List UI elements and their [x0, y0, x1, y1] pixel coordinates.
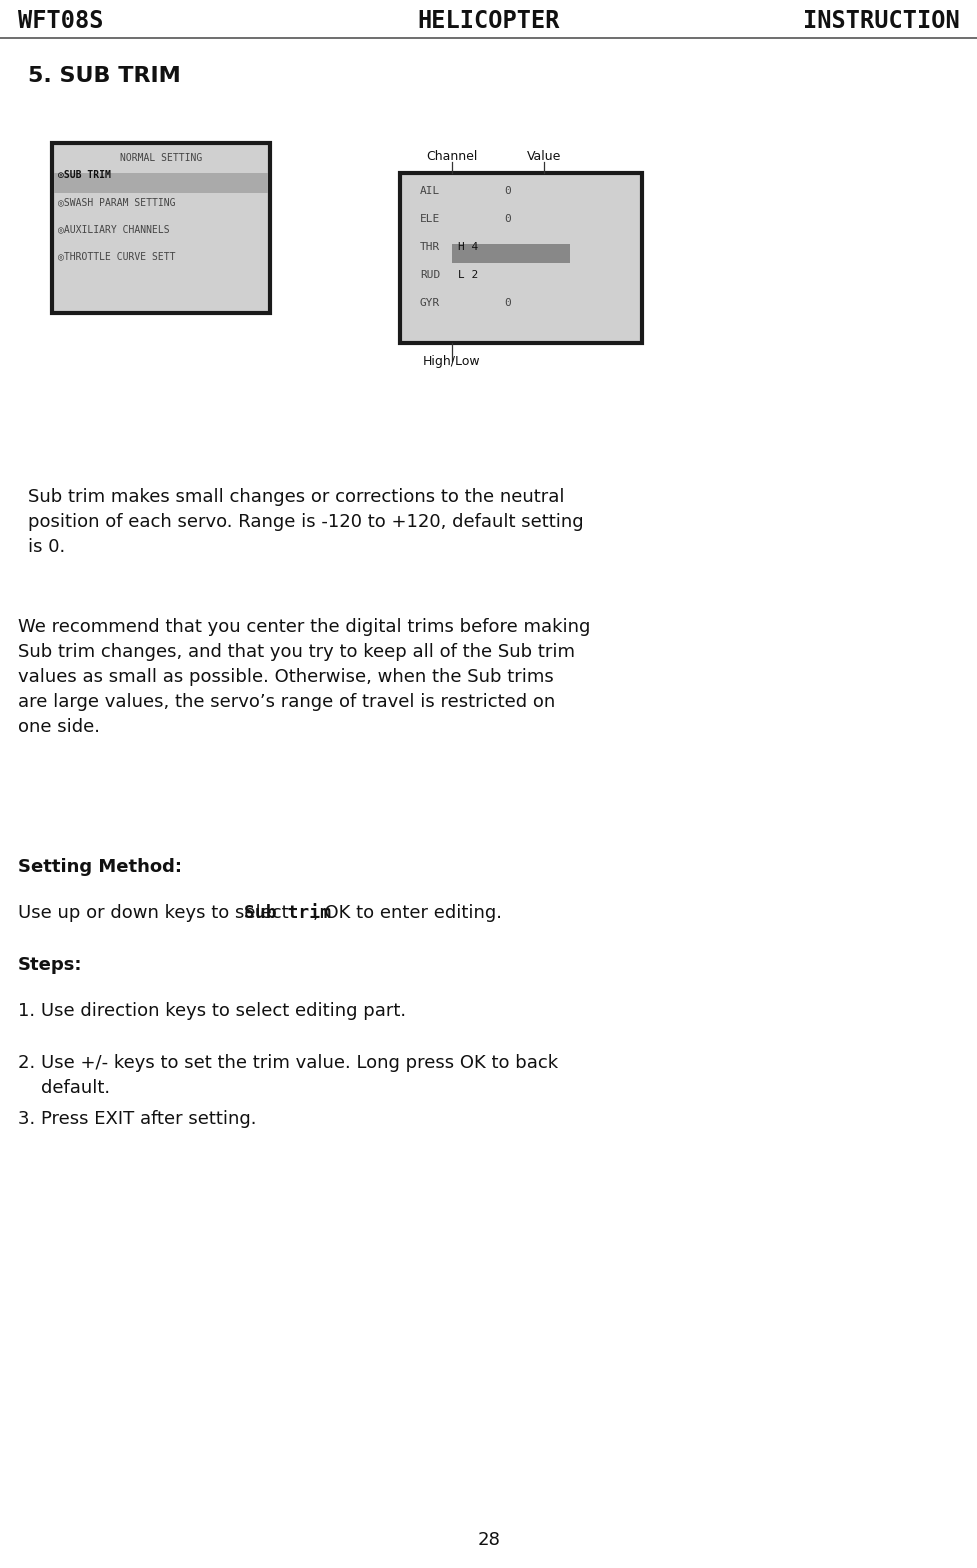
Text: We recommend that you center the digital trims before making
Sub trim changes, a: We recommend that you center the digital… [18, 618, 590, 735]
FancyBboxPatch shape [52, 143, 270, 314]
Text: Sub trim makes small changes or corrections to the neutral
position of each serv: Sub trim makes small changes or correcti… [28, 488, 583, 557]
Text: 0: 0 [503, 213, 510, 224]
Text: Value: Value [527, 151, 561, 163]
Text: Sub trim: Sub trim [244, 905, 331, 922]
FancyBboxPatch shape [451, 245, 570, 263]
Text: Steps:: Steps: [18, 956, 82, 974]
Text: ◎AUXILIARY CHANNELS: ◎AUXILIARY CHANNELS [58, 224, 169, 234]
Text: 0: 0 [503, 298, 510, 307]
Text: H 4: H 4 [457, 241, 478, 252]
Text: , OK to enter editing.: , OK to enter editing. [313, 905, 502, 922]
Text: 5. SUB TRIM: 5. SUB TRIM [28, 66, 181, 86]
Text: 2. Use +/- keys to set the trim value. Long press OK to back
    default.: 2. Use +/- keys to set the trim value. L… [18, 1054, 558, 1098]
Text: HELICOPTER: HELICOPTER [417, 9, 560, 33]
Text: Setting Method:: Setting Method: [18, 858, 182, 877]
Text: High/Low: High/Low [423, 354, 481, 368]
Text: AIL: AIL [419, 187, 440, 196]
Text: ◎SUB TRIM: ◎SUB TRIM [58, 169, 110, 180]
Text: 1. Use direction keys to select editing part.: 1. Use direction keys to select editing … [18, 1002, 405, 1021]
FancyBboxPatch shape [400, 172, 641, 343]
Text: ◎THROTTLE CURVE SETT: ◎THROTTLE CURVE SETT [58, 251, 175, 260]
Text: NORMAL SETTING: NORMAL SETTING [120, 154, 202, 163]
Text: RUD: RUD [419, 270, 440, 281]
Text: THR: THR [419, 241, 440, 252]
Text: Channel: Channel [426, 151, 477, 163]
Text: INSTRUCTION: INSTRUCTION [802, 9, 959, 33]
Text: 0: 0 [503, 187, 510, 196]
FancyBboxPatch shape [54, 172, 268, 193]
Text: ◎SWASH PARAM SETTING: ◎SWASH PARAM SETTING [58, 198, 175, 207]
Text: Use up or down keys to select: Use up or down keys to select [18, 905, 294, 922]
Text: L 2: L 2 [457, 270, 478, 281]
Text: 28: 28 [477, 1530, 500, 1549]
Text: ELE: ELE [419, 213, 440, 224]
Text: WFT08S: WFT08S [18, 9, 104, 33]
Text: GYR: GYR [419, 298, 440, 307]
Text: 3. Press EXIT after setting.: 3. Press EXIT after setting. [18, 1110, 256, 1127]
